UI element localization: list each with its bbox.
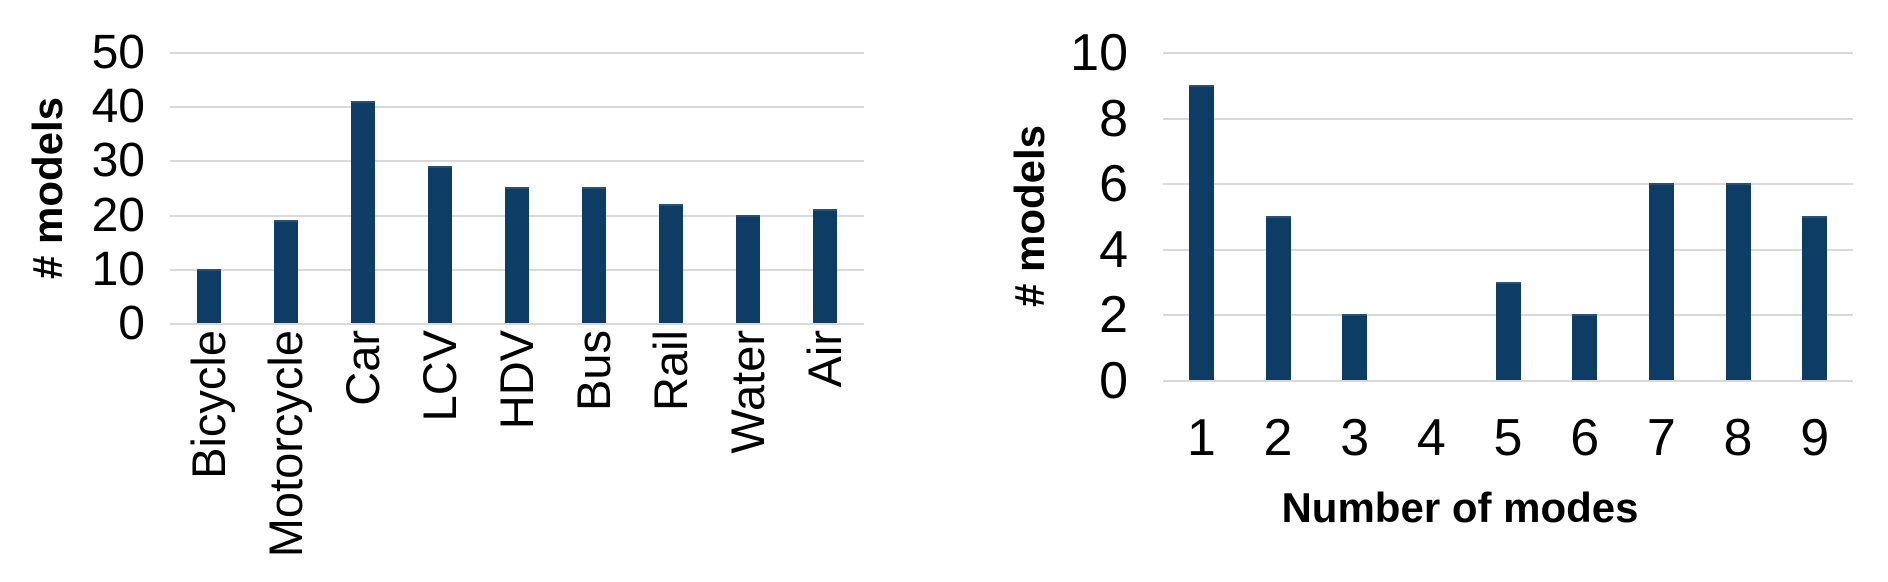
x-tick-label-bicycle: Bicycle — [181, 330, 235, 479]
bar-hdv — [505, 187, 529, 323]
x-tick-label-motorcycle: Motorcycle — [258, 330, 312, 558]
left-plot-area — [170, 52, 864, 325]
bar-8 — [1725, 183, 1751, 380]
y-tick-label: 40 — [91, 80, 145, 134]
right-x-axis-title: Number of modes — [1281, 484, 1639, 531]
x-tick-label-bus: Bus — [567, 330, 621, 411]
bar-2 — [1265, 216, 1291, 380]
gridline-y-6 — [1163, 183, 1853, 186]
gridline-y-0 — [1163, 380, 1853, 382]
bar-lcv — [427, 166, 452, 323]
x-tick-label-8: 8 — [1723, 409, 1753, 467]
bar-1 — [1188, 85, 1214, 380]
x-tick-label-9: 9 — [1800, 409, 1830, 467]
y-tick-label: 30 — [91, 134, 145, 188]
gridline-y-30 — [170, 160, 864, 163]
gridline-y-40 — [170, 106, 864, 109]
bar-3 — [1342, 314, 1368, 380]
y-tick-label: 20 — [91, 188, 145, 242]
gridline-y-8 — [1163, 117, 1853, 120]
x-tick-label-hdv: HDV — [490, 330, 543, 430]
bar-bicycle — [196, 269, 221, 323]
x-tick-label-air: Air — [798, 330, 852, 388]
bar-air — [813, 209, 838, 323]
bar-bus — [582, 187, 607, 323]
bar-motorcycle — [273, 220, 298, 323]
y-tick-label: 8 — [1099, 89, 1128, 148]
bar-rail — [659, 204, 684, 323]
x-tick-label-car: Car — [335, 330, 389, 406]
bar-water — [736, 215, 761, 323]
x-tick-label-3: 3 — [1340, 409, 1370, 467]
x-tick-label-2: 2 — [1263, 409, 1293, 467]
y-tick-label: 0 — [1099, 352, 1128, 410]
y-tick-label: 0 — [118, 297, 145, 350]
y-tick-label: 50 — [91, 26, 145, 79]
right-plot-area — [1163, 52, 1853, 382]
x-tick-label-1: 1 — [1186, 409, 1216, 467]
x-tick-label-6: 6 — [1570, 409, 1600, 467]
y-tick-label: 10 — [91, 242, 145, 296]
gridline-y-10 — [1163, 52, 1853, 54]
gridline-y-4 — [1163, 248, 1853, 251]
bar-7 — [1648, 183, 1674, 380]
bar-9 — [1802, 216, 1828, 380]
y-tick-label: 4 — [1099, 220, 1128, 279]
y-tick-label: 10 — [1070, 24, 1128, 82]
x-tick-label-5: 5 — [1493, 409, 1523, 467]
x-tick-label-water: Water — [721, 330, 775, 454]
y-tick-label: 2 — [1099, 286, 1128, 345]
x-tick-label-lcv: LCV — [412, 330, 466, 422]
right-y-axis-title-text: # models — [1006, 124, 1054, 308]
gridline-y-50 — [170, 52, 864, 54]
x-tick-label-rail: Rail — [644, 330, 698, 411]
gridline-y-0 — [170, 323, 864, 325]
bar-6 — [1572, 314, 1598, 380]
bar-car — [350, 101, 375, 323]
bar-5 — [1495, 282, 1521, 380]
x-tick-label-4: 4 — [1416, 409, 1446, 467]
x-tick-label-7: 7 — [1646, 409, 1676, 467]
y-tick-label: 6 — [1099, 155, 1128, 214]
